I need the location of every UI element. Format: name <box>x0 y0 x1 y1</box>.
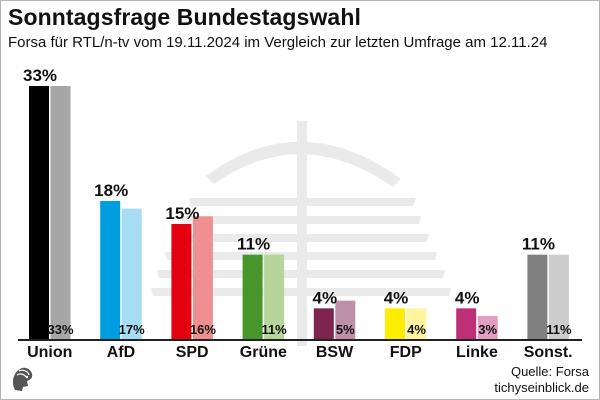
value-label-previous-sonst: 11% <box>546 322 572 337</box>
value-label-current-spd: 15% <box>165 204 199 223</box>
bar-current-sonst <box>527 254 548 339</box>
bar-previous-union <box>50 86 71 339</box>
value-label-current-fdp: 4% <box>384 288 409 307</box>
x-axis-labels: Union AfD SPD Grüne BSW FDP Linke Sonst. <box>27 344 573 361</box>
x-tick-label-afd: AfD <box>107 344 135 361</box>
bar-current-union <box>29 86 49 339</box>
value-label-previous-fdp: 4% <box>407 322 426 337</box>
bar-current-linke <box>456 308 477 339</box>
bar-current-fdp <box>385 308 405 339</box>
value-label-current-gr-ne: 11% <box>237 235 270 254</box>
bar-current-spd <box>171 224 192 339</box>
bar-current-afd <box>100 201 121 339</box>
bar-previous-bsw <box>335 300 356 339</box>
bar-previous-spd <box>192 216 213 339</box>
value-label-previous-gr-ne: 11% <box>261 322 287 337</box>
bar-previous-fdp <box>406 308 427 339</box>
x-tick-label-linke: Linke <box>456 344 498 361</box>
source-text: Quelle: Forsa <box>510 364 589 379</box>
value-label-current-union: 33% <box>23 66 57 85</box>
value-label-current-linke: 4% <box>455 288 480 307</box>
x-tick-label-spd: SPD <box>176 344 209 361</box>
x-tick-label-gr-ne: Grüne <box>240 344 287 361</box>
site-text: tichyseinblick.de <box>494 380 589 395</box>
bar-current-bsw <box>313 308 334 339</box>
x-tick-label-sonst: Sonst. <box>524 344 573 361</box>
value-label-previous-bsw: 5% <box>336 322 355 337</box>
bundestag-watermark <box>151 121 451 346</box>
chart-subtitle: Forsa für RTL/n-tv vom 19.11.2024 im Ver… <box>8 34 548 51</box>
value-label-current-bsw: 4% <box>313 288 338 307</box>
bar-previous-afd <box>121 208 142 339</box>
x-tick-label-fdp: FDP <box>390 344 422 361</box>
value-label-previous-afd: 17% <box>119 322 145 337</box>
bar-current-gr-ne <box>242 254 263 339</box>
x-tick-label-union: Union <box>27 344 72 361</box>
bar-previous-sonst <box>548 254 569 339</box>
value-label-current-afd: 18% <box>94 181 128 200</box>
bar-previous-linke <box>477 316 498 339</box>
value-label-current-sonst: 11% <box>522 235 555 254</box>
chart-title: Sonntagsfrage Bundestagswahl <box>8 4 361 30</box>
value-label-previous-spd: 16% <box>190 322 216 337</box>
tichys-einblick-logo-icon <box>6 363 38 395</box>
x-tick-label-bsw: BSW <box>316 344 354 361</box>
bars-group: 33% 33% 18% 17% 15% 16% 11% 11% 4% 5% 4% 4% 4% 3% 11% 1… <box>23 66 572 339</box>
source-footer: Quelle: Forsa tichyseinblick.de <box>494 364 589 396</box>
value-label-previous-union: 33% <box>47 322 73 337</box>
bar-previous-gr-ne <box>264 254 285 339</box>
value-label-previous-linke: 3% <box>478 322 497 337</box>
